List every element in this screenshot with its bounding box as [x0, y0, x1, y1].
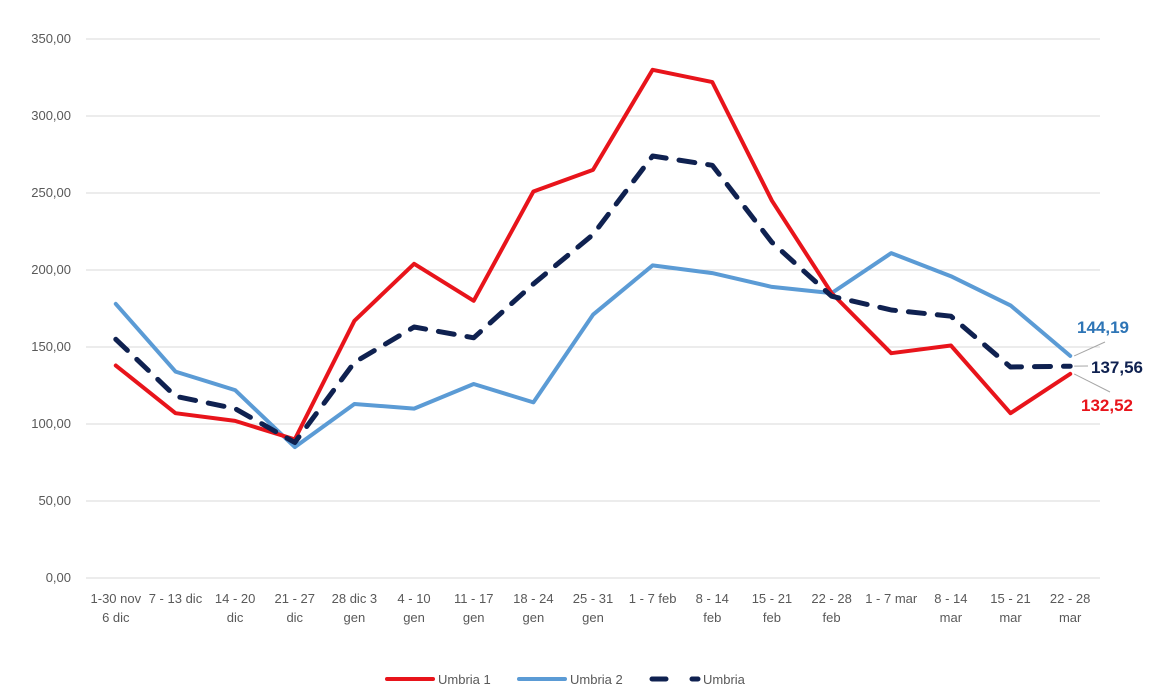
- end-labels: 144,19 137,56 132,52: [1073, 318, 1143, 415]
- x-tick-label: 25 - 31 gen: [573, 591, 613, 625]
- gridlines: [86, 38, 1100, 579]
- x-tick-label: 11 - 17 gen: [454, 591, 494, 625]
- legend-label: Umbria: [703, 672, 746, 687]
- x-tick-label: 1-30 nov 6 dic: [91, 591, 142, 625]
- x-tick-label: 1 - 7 mar: [865, 591, 918, 606]
- leader-line: [1073, 341, 1106, 357]
- x-tick-label: 4 - 10 gen: [397, 591, 430, 625]
- x-axis: 1-30 nov 6 dic 7 - 13 dic 14 - 20 dic 21 - 27…: [91, 591, 1091, 625]
- y-tick-label: 0,00: [46, 570, 71, 585]
- legend-label: Umbria 2: [570, 672, 623, 687]
- leader-line: [1073, 373, 1111, 393]
- plot-area: [113, 67, 1073, 450]
- x-tick-label: 8 - 14 feb: [696, 591, 729, 625]
- series-line-umbria-2: [113, 251, 1073, 450]
- legend-label: Umbria 1: [438, 672, 491, 687]
- y-tick-label: 350,00: [31, 31, 71, 46]
- y-tick-label: 200,00: [31, 262, 71, 277]
- y-tick-label: 100,00: [31, 416, 71, 431]
- y-tick-label: 300,00: [31, 108, 71, 123]
- y-axis: 0,00 50,00 100,00 150,00 200,00 250,00 300,00 3…: [31, 31, 71, 585]
- end-value-label: 137,56: [1091, 358, 1143, 377]
- y-tick-label: 250,00: [31, 185, 71, 200]
- x-tick-label: 14 - 20 dic: [215, 591, 255, 625]
- y-tick-label: 50,00: [38, 493, 71, 508]
- series-line-umbria: [113, 153, 1073, 445]
- end-value-label: 144,19: [1077, 318, 1129, 337]
- x-tick-label: 15 - 21 mar: [990, 591, 1030, 625]
- end-value-label: 132,52: [1081, 396, 1133, 415]
- x-tick-label: 28 dic 3 gen: [332, 591, 378, 625]
- x-tick-label: 1 - 7 feb: [629, 591, 677, 606]
- x-tick-label: 18 - 24 gen: [513, 591, 553, 625]
- x-tick-label: 21 - 27 dic: [275, 591, 315, 625]
- legend: Umbria 1 Umbria 2 Umbria: [385, 672, 746, 687]
- x-tick-label: 8 - 14 mar: [934, 591, 967, 625]
- y-tick-label: 150,00: [31, 339, 71, 354]
- x-tick-label: 7 - 13 dic: [149, 591, 203, 606]
- series-line-umbria-1: [113, 67, 1073, 442]
- x-tick-label: 15 - 21 feb: [752, 591, 792, 625]
- x-tick-label: 22 - 28 feb: [811, 591, 851, 625]
- x-tick-label: 22 - 28 mar: [1050, 591, 1090, 625]
